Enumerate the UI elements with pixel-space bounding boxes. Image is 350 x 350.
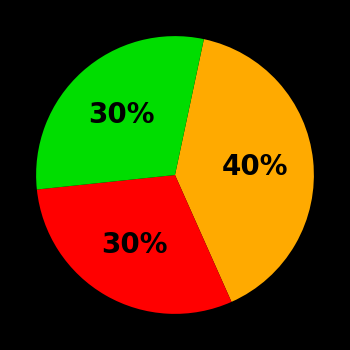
Wedge shape: [36, 36, 204, 189]
Text: 40%: 40%: [222, 153, 288, 181]
Wedge shape: [175, 39, 314, 302]
Text: 30%: 30%: [88, 101, 154, 129]
Text: 30%: 30%: [102, 231, 168, 259]
Wedge shape: [37, 175, 231, 314]
